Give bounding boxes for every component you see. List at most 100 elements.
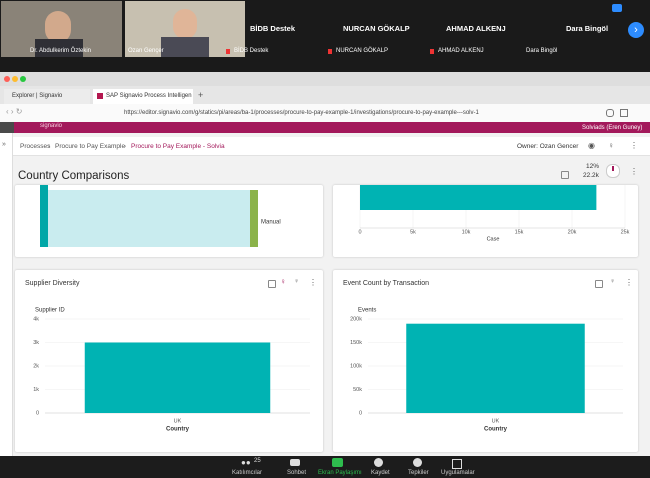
hint-icon[interactable]: ♀ xyxy=(294,278,300,285)
stat: 22.2k xyxy=(583,172,599,179)
y-tick-label: 1k xyxy=(33,387,39,393)
tab-title: Explorer | Signavio xyxy=(12,93,63,99)
toolbar-label[interactable]: Kaydet xyxy=(371,470,390,476)
participants-icon[interactable]: ●● xyxy=(241,458,251,467)
card-chart: 0 5k 10k 15k 20k 25k Case xyxy=(333,185,638,257)
breadcrumb-current: Procure to Pay Example - Solvia xyxy=(131,143,225,150)
participant-name: Dara Bingöl xyxy=(526,48,558,54)
y-tick-label: 0 xyxy=(36,410,39,416)
more-menu[interactable]: ⋮ xyxy=(630,167,638,176)
video-tile xyxy=(1,1,122,57)
x-tick-label: 0 xyxy=(358,229,361,235)
browser-icon[interactable] xyxy=(606,109,614,117)
bar xyxy=(406,323,585,413)
participant-count: 25 xyxy=(254,458,261,464)
more-menu[interactable]: ⋮ xyxy=(309,278,317,287)
x-tick-label: UK xyxy=(174,418,182,424)
sankey-flow xyxy=(48,190,250,247)
card-chart: Event Count by Transaction 0 50k 100k 150k 20… xyxy=(333,270,638,452)
participant-heading: Dara Bingöl xyxy=(566,24,609,33)
sankey-label: Manual xyxy=(261,220,281,226)
reactions-icon[interactable] xyxy=(413,458,422,467)
view-icon[interactable]: ◉ xyxy=(588,141,595,150)
logo: signavio xyxy=(40,123,63,129)
x-axis-title: Country xyxy=(484,427,508,433)
more-menu[interactable]: ⋮ xyxy=(625,278,633,287)
filter-icon[interactable] xyxy=(561,171,569,179)
chart: Event Count by Transaction 0 50k 100k 150k 20… xyxy=(343,280,623,433)
y-axis-title: Events xyxy=(358,308,376,314)
chart-title: Supplier Diversity xyxy=(25,280,80,287)
expand-sidebar[interactable]: » xyxy=(2,141,6,148)
x-tick-label: 5k xyxy=(410,229,416,235)
participant-name: NURCAN GÖKALP xyxy=(336,48,389,54)
next-page-button[interactable]: › xyxy=(628,22,644,38)
chart-title: Event Count by Transaction xyxy=(343,280,429,287)
breadcrumb-bar xyxy=(13,137,650,156)
participant-name: Ozan Gençer xyxy=(128,48,164,54)
share-icon[interactable] xyxy=(332,458,343,467)
page-title: Country Comparisons xyxy=(18,170,130,182)
x-axis-title: Case xyxy=(487,236,500,242)
x-axis-title: Country xyxy=(166,427,190,433)
filter-icon[interactable] xyxy=(268,280,276,288)
sankey-node xyxy=(40,185,48,247)
chart: Supplier Diversity 0 1k 2k 3k 4k UK Supplier ID… xyxy=(25,280,310,433)
bar xyxy=(84,342,271,413)
tab[interactable] xyxy=(4,89,90,104)
x-tick-label: 15k xyxy=(515,229,524,235)
y-tick-label: 2k xyxy=(33,363,39,369)
filter-active-icon[interactable]: ♀ xyxy=(280,277,286,286)
hint-icon[interactable]: ♀ xyxy=(608,141,614,150)
more-menu[interactable]: ⋮ xyxy=(630,141,638,150)
tab-title: SAP Signavio Process Intelligen xyxy=(106,93,192,99)
participant-name: AHMAD ALKENJ xyxy=(438,48,484,54)
y-tick-label: 50k xyxy=(353,387,362,393)
chart: 0 5k 10k 15k 20k 25k Case xyxy=(358,185,630,242)
record-icon[interactable] xyxy=(374,458,383,467)
app-header xyxy=(0,122,650,133)
hint-icon[interactable]: ♀ xyxy=(610,278,616,285)
y-tick-label: 200k xyxy=(350,316,362,322)
sankey: Manual xyxy=(40,185,281,247)
user-name[interactable]: Solviads (Eren Guney) xyxy=(582,125,643,131)
y-tick-label: 4k xyxy=(33,316,39,322)
toolbar-label[interactable]: Ekran Paylaşımı xyxy=(318,470,362,476)
nav-buttons[interactable]: ‹ › ↻ xyxy=(6,107,23,116)
view-button[interactable] xyxy=(612,4,622,12)
menu-button[interactable] xyxy=(0,122,14,133)
apps-icon[interactable] xyxy=(452,459,462,469)
new-tab-button[interactable]: + xyxy=(198,90,204,100)
separator: › xyxy=(124,143,127,150)
participant-heading: AHMAD ALKENJ xyxy=(446,24,506,33)
chat-icon[interactable] xyxy=(290,459,300,466)
card-sankey: Manual xyxy=(15,185,323,257)
video-tile xyxy=(125,1,245,57)
mic-muted-icon xyxy=(328,49,332,54)
meeting-toolbar xyxy=(0,456,650,478)
breadcrumb-item[interactable]: Procure to Pay Example xyxy=(55,143,126,150)
owner: Owner: Ozan Gencer xyxy=(517,143,579,150)
breadcrumb-item[interactable]: Processes xyxy=(20,143,51,150)
sankey-node xyxy=(250,190,258,247)
filter-icon[interactable] xyxy=(595,280,603,288)
toolbar-label[interactable]: Uygulamalar xyxy=(441,470,475,476)
participant-heading: NURCAN GÖKALP xyxy=(343,24,410,33)
y-tick-label: 150k xyxy=(350,340,362,346)
toolbar-label[interactable]: Katılımcılar xyxy=(232,470,263,476)
coverage-indicator xyxy=(606,164,620,178)
browser-icon[interactable] xyxy=(620,109,628,117)
x-tick-label: UK xyxy=(492,418,500,424)
toolbar-label[interactable]: Sohbet xyxy=(287,470,307,476)
toolbar-label[interactable]: Tepkiler xyxy=(408,470,429,476)
x-tick-label: 20k xyxy=(568,229,577,235)
participant-name: BİDB Destek xyxy=(234,48,269,54)
card-chart: Supplier Diversity 0 1k 2k 3k 4k UK Supplier ID… xyxy=(15,270,323,452)
tab-active[interactable] xyxy=(93,89,193,104)
url[interactable]: https://editor.signavio.com/g/statics/pi… xyxy=(124,110,479,116)
stat: 12% xyxy=(586,163,600,170)
mic-muted-icon xyxy=(430,49,434,54)
y-tick-label: 0 xyxy=(359,410,362,416)
favicon xyxy=(97,93,103,99)
